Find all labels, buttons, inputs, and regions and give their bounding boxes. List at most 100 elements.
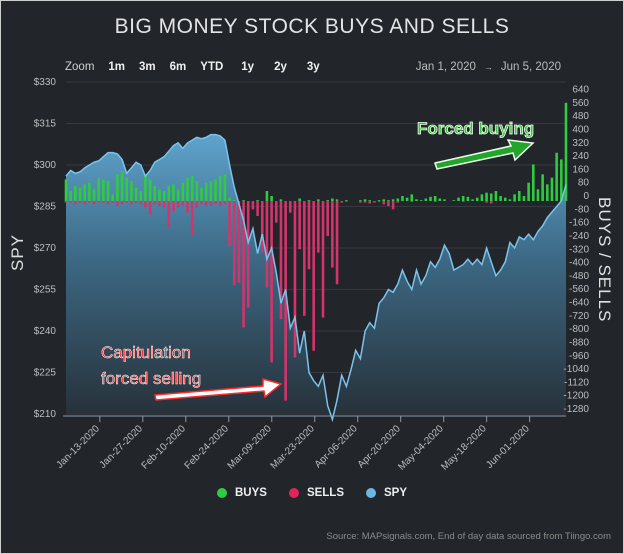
zoom-1m-button[interactable]: 1m [108, 61, 126, 73]
buy-bar [550, 177, 554, 201]
buy-bar [279, 199, 283, 201]
sell-bar [209, 201, 213, 206]
buy-bar [387, 200, 390, 201]
legend-label: SELLS [306, 487, 344, 499]
buy-bar [78, 187, 82, 201]
buy-bar [130, 181, 133, 201]
y-tick-label: $315 [34, 119, 57, 130]
y2-tick-label: -960 [569, 351, 589, 362]
sell-bar [200, 201, 203, 205]
sell-bar [246, 201, 250, 308]
y2-tick-label: -480 [569, 271, 589, 282]
sell-bar [321, 201, 325, 318]
buy-bar [167, 186, 171, 201]
legend: BUYS SELLS SPY [1, 487, 623, 499]
sell-bar [279, 201, 283, 320]
buy-bar [513, 194, 516, 201]
legend-item-spy[interactable]: SPY [366, 487, 407, 499]
y2-tick-label: 80 [578, 178, 590, 189]
sell-bar [106, 201, 110, 205]
zoom-3y-button[interactable]: 3y [306, 61, 320, 73]
buy-bar [396, 198, 400, 201]
zoom-2y-button[interactable]: 2y [274, 61, 287, 73]
sell-bar [148, 201, 152, 215]
sell-bar [153, 201, 157, 205]
buy-bar [218, 176, 222, 201]
sells-dot-icon [288, 488, 299, 498]
zoom-6m-button[interactable]: 6m [169, 61, 187, 73]
source-note: Source: MAPsignals.com, End of day data … [326, 531, 611, 542]
buy-bar [181, 182, 185, 201]
y2-tick-label: 160 [572, 164, 589, 175]
buy-bar [256, 200, 259, 201]
zoom-3m-button[interactable]: 3m [139, 61, 156, 73]
sell-bar [289, 201, 292, 213]
range-from-input[interactable]: Jan 1, 2020 [415, 61, 476, 73]
sell-bar [144, 201, 147, 208]
buy-bar [64, 179, 68, 201]
sell-bar [162, 201, 166, 208]
buy-bar [195, 181, 199, 201]
sell-bar [293, 201, 297, 358]
buy-bar [508, 199, 512, 201]
sell-bar [97, 201, 100, 203]
buy-bar [410, 194, 414, 201]
buy-bar [503, 197, 507, 201]
buy-bar [204, 182, 208, 201]
sell-bar [167, 201, 171, 228]
zoom-1y-button[interactable]: 1y [241, 61, 255, 73]
buy-bar [148, 179, 152, 201]
sell-bar [485, 201, 488, 203]
sell-bar [214, 201, 217, 205]
sell-bar [274, 201, 278, 223]
y-tick-label: $240 [34, 326, 57, 337]
x-tick-label: Jun-01-2020 [484, 423, 532, 471]
buy-bar [517, 191, 521, 201]
buy-bar [377, 200, 381, 201]
legend-item-buys[interactable]: BUYS [216, 487, 267, 499]
y2-tick-label: 560 [572, 98, 589, 109]
x-tick-label: Apr-06-2020 [313, 423, 360, 470]
green-arrow-icon [434, 139, 535, 170]
buy-bar [485, 192, 488, 201]
buy-bar [88, 182, 91, 201]
buy-bar [429, 196, 432, 201]
buy-bar [228, 197, 231, 201]
sell-bar [190, 201, 194, 236]
spy-dot-icon [366, 488, 376, 498]
zoom-ytd-button[interactable]: YTD [200, 61, 224, 73]
y2-tick-label: -1280 [563, 404, 589, 415]
buy-bar [134, 187, 138, 201]
y2-tick-label: -880 [569, 337, 589, 348]
x-tick-label: Jan-27-2020 [97, 423, 145, 471]
sell-bar [433, 201, 437, 202]
buy-bar [405, 197, 409, 201]
sell-bar [181, 201, 185, 206]
buy-bar [560, 159, 563, 201]
sell-bar [218, 201, 222, 206]
sell-bar [111, 201, 115, 203]
y-tick-label: $330 [34, 77, 57, 88]
buy-bar [317, 199, 320, 201]
buy-bar [541, 174, 544, 201]
buy-bar [242, 200, 245, 201]
buy-bar [74, 186, 77, 201]
y2-tick-label: -560 [569, 284, 589, 295]
y2-tick-label: -1200 [563, 391, 589, 402]
legend-item-sells[interactable]: SELLS [288, 487, 344, 499]
sell-bar [382, 201, 386, 205]
range-to-input[interactable]: Jun 5, 2020 [500, 61, 561, 73]
sell-bar [102, 201, 105, 203]
buy-bar [97, 177, 100, 201]
sell-bar [284, 201, 287, 401]
buy-bar [494, 191, 498, 201]
buy-bar [265, 191, 269, 201]
buy-bar [200, 187, 203, 201]
sell-bar [139, 201, 143, 205]
sell-bar [345, 201, 348, 202]
sell-bar [387, 201, 390, 206]
buy-bar [424, 198, 428, 201]
chart-title: BIG MONEY STOCK BUYS AND SELLS [114, 15, 510, 38]
x-tick-label: Feb-10-2020 [140, 423, 189, 472]
buy-bar [363, 199, 367, 201]
